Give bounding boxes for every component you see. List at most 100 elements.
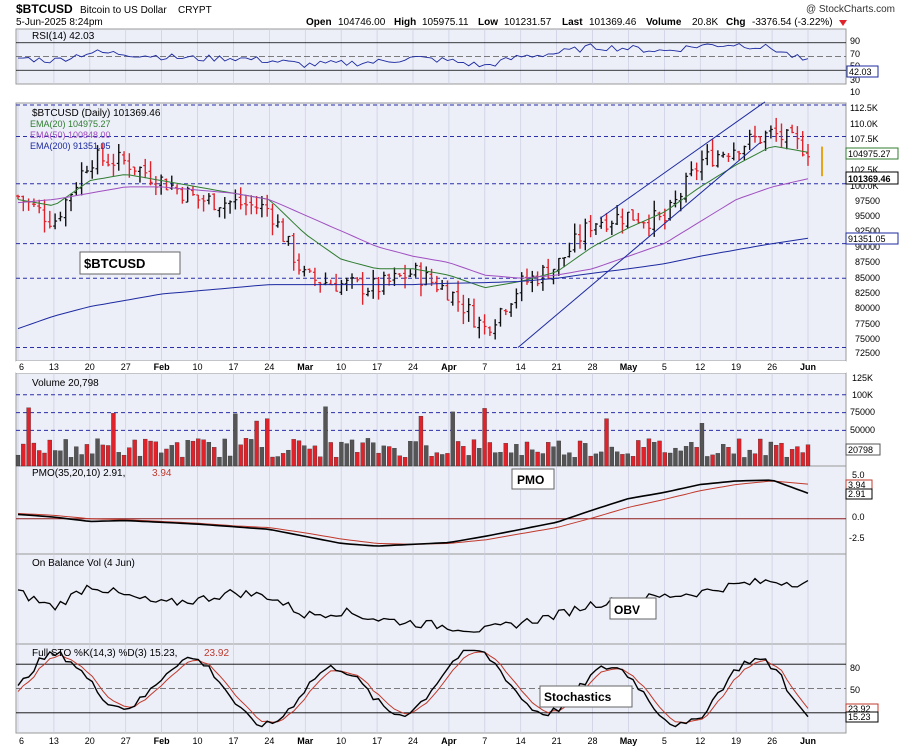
volume-bar: [26, 407, 31, 467]
ema200-legend: EMA(200) 91351.05: [30, 141, 111, 151]
volume-bar: [471, 439, 477, 467]
volume-ytick: 125K: [852, 373, 873, 383]
volume-bar: [742, 457, 747, 467]
pmo-ytick: 5.0: [852, 470, 865, 480]
volume-bar: [360, 442, 365, 467]
volume-bar: [174, 442, 180, 467]
volume-ytick: 50000: [850, 425, 875, 435]
volume-ytick: 100K: [852, 390, 873, 400]
volume-bar: [270, 456, 275, 467]
sto-title: Full STO %K(14,3) %D(3) 15.23,: [32, 648, 177, 659]
header-high-label: High: [394, 17, 416, 28]
volume-bar: [683, 446, 689, 467]
header-open-label: Open: [306, 17, 332, 28]
volume-bar: [758, 438, 763, 467]
volume-bar: [127, 447, 132, 467]
volume-bar: [254, 420, 259, 467]
header-open: 104746.00: [338, 17, 386, 28]
volume-bar: [715, 453, 721, 467]
volume-ytick: 75000: [850, 407, 875, 417]
volume-bar: [90, 453, 95, 467]
volume-bar: [275, 456, 280, 467]
right-axis: 90 70 50 30 10 42.03 112.5K 110.0K 107.5…: [845, 36, 899, 723]
volume-bar: [657, 440, 662, 467]
x-tick-label: 5: [662, 736, 667, 746]
volume-bar: [763, 455, 768, 467]
volume-bar: [365, 438, 371, 467]
volume-bar: [551, 446, 556, 467]
header-chg-label: Chg: [726, 17, 745, 28]
volume-bar: [662, 452, 667, 467]
volume-bar: [280, 453, 286, 467]
volume-bar: [153, 441, 159, 467]
obv-line: [17, 577, 809, 633]
volume-bar: [493, 452, 498, 467]
volume-bar: [286, 449, 291, 467]
volume-value-label: 20798: [848, 445, 873, 455]
volume-bar: [74, 446, 79, 467]
volume-bar: [185, 440, 190, 467]
pmo-value-label: 2.91: [848, 489, 866, 499]
volume-bar: [42, 452, 47, 467]
x-tick-label: 17: [228, 362, 238, 372]
pmo-panel: [15, 465, 847, 555]
volume-bar: [503, 443, 508, 467]
x-tick-label: 26: [767, 736, 777, 746]
volume-bar: [222, 438, 227, 467]
x-tick-label: Apr: [441, 736, 457, 746]
header: $BTCUSD Bitcoin to US Dollar CRYPT 5-Jun…: [16, 2, 895, 28]
volume-bar: [206, 442, 212, 467]
volume-bar: [121, 454, 127, 467]
x-tick-label: 12: [695, 736, 705, 746]
volume-bar: [291, 439, 296, 467]
volume-bar: [79, 454, 84, 467]
x-tick-label: 19: [731, 736, 741, 746]
volume-bar: [58, 450, 63, 467]
volume-bar: [233, 413, 238, 467]
header-last-label: Last: [562, 17, 583, 28]
volume-bar: [238, 444, 243, 467]
volume-bar: [556, 440, 561, 467]
volume-bar: [583, 443, 588, 467]
volume-bar: [243, 438, 249, 467]
x-tick-label: May: [620, 362, 638, 372]
x-tick-label: Feb: [154, 736, 171, 746]
volume-bar: [201, 439, 206, 467]
volume-bar: [482, 408, 487, 467]
price-ytick: 72500: [855, 348, 880, 358]
x-tick-label: 10: [336, 362, 346, 372]
volume-bar: [371, 442, 376, 467]
volume-bar: [508, 452, 514, 467]
volume-bar: [561, 454, 567, 467]
volume-bar: [577, 440, 583, 467]
volume-bar: [498, 452, 503, 467]
volume-bar: [376, 452, 381, 467]
volume-bar: [710, 454, 715, 467]
volume-bar: [721, 444, 726, 467]
price-ytick: 100.0K: [850, 181, 879, 191]
down-arrow-icon: [839, 20, 847, 26]
rsi-title: RSI(14) 42.03: [32, 31, 95, 42]
volume-bar: [265, 418, 270, 467]
volume-bar: [312, 445, 318, 467]
volume-bar: [567, 452, 572, 467]
x-tick-label: Jun: [800, 362, 816, 372]
volume-bar: [779, 442, 784, 467]
price-ytick: 80000: [855, 303, 880, 313]
header-low-label: Low: [478, 17, 498, 28]
volume-bar: [333, 456, 339, 467]
x-tick-label: 5: [662, 362, 667, 372]
volume-bar: [540, 453, 546, 467]
obv-panel: [15, 553, 847, 645]
header-chg: -3376.54 (-3.22%): [752, 17, 833, 28]
x-tick-label: 13: [49, 736, 59, 746]
pmo-ytick: 0.0: [852, 512, 865, 522]
volume-bar: [572, 457, 577, 467]
volume-bar: [21, 443, 26, 467]
volume-bar: [599, 451, 604, 467]
x-tick-label: 13: [49, 362, 59, 372]
x-tick-label: Mar: [297, 362, 314, 372]
x-tick-label: 17: [372, 362, 382, 372]
price-ytick: 97500: [855, 196, 880, 206]
ema20-value-label: 104975.27: [848, 149, 891, 159]
